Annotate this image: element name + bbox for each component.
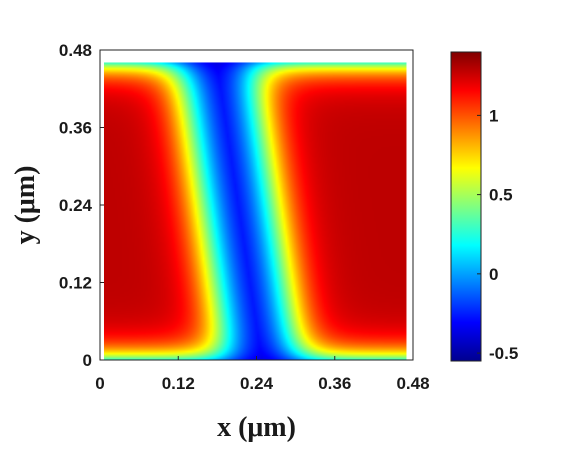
colorbar-tick-label: 1 (489, 106, 498, 125)
x-tick-label: 0 (95, 374, 104, 393)
x-axis-label: x (μm) (217, 412, 296, 443)
x-tick-label: 0.36 (318, 374, 351, 393)
y-axis-label: y (μm) (10, 166, 41, 245)
colorbar-rect (450, 51, 482, 362)
y-tick-label: 0.24 (59, 196, 93, 215)
heatmap-image (104, 62, 407, 360)
y-tick-label: 0.36 (59, 119, 92, 138)
x-tick-label: 0.12 (162, 374, 195, 393)
y-tick-label: 0 (83, 351, 92, 370)
colorbar-tick-label: 0.5 (489, 186, 513, 205)
plot-area (99, 49, 414, 361)
colorbar: -0.5 0 0.5 1 (450, 51, 518, 363)
y-tick-label: 0.12 (59, 274, 92, 293)
colorbar-tick-label: 0 (489, 265, 498, 284)
x-tick-label: 0.24 (240, 374, 274, 393)
x-tick-label: 0.48 (396, 374, 429, 393)
y-tick-label: 0.48 (59, 41, 92, 60)
colorbar-ticks: -0.5 0 0.5 1 (477, 106, 518, 363)
y-ticks: 0 0.12 0.24 0.36 0.48 (59, 41, 104, 370)
x-ticks: 0 0.12 0.24 0.36 0.48 (95, 356, 430, 393)
colorbar-tick-label: -0.5 (489, 344, 518, 363)
